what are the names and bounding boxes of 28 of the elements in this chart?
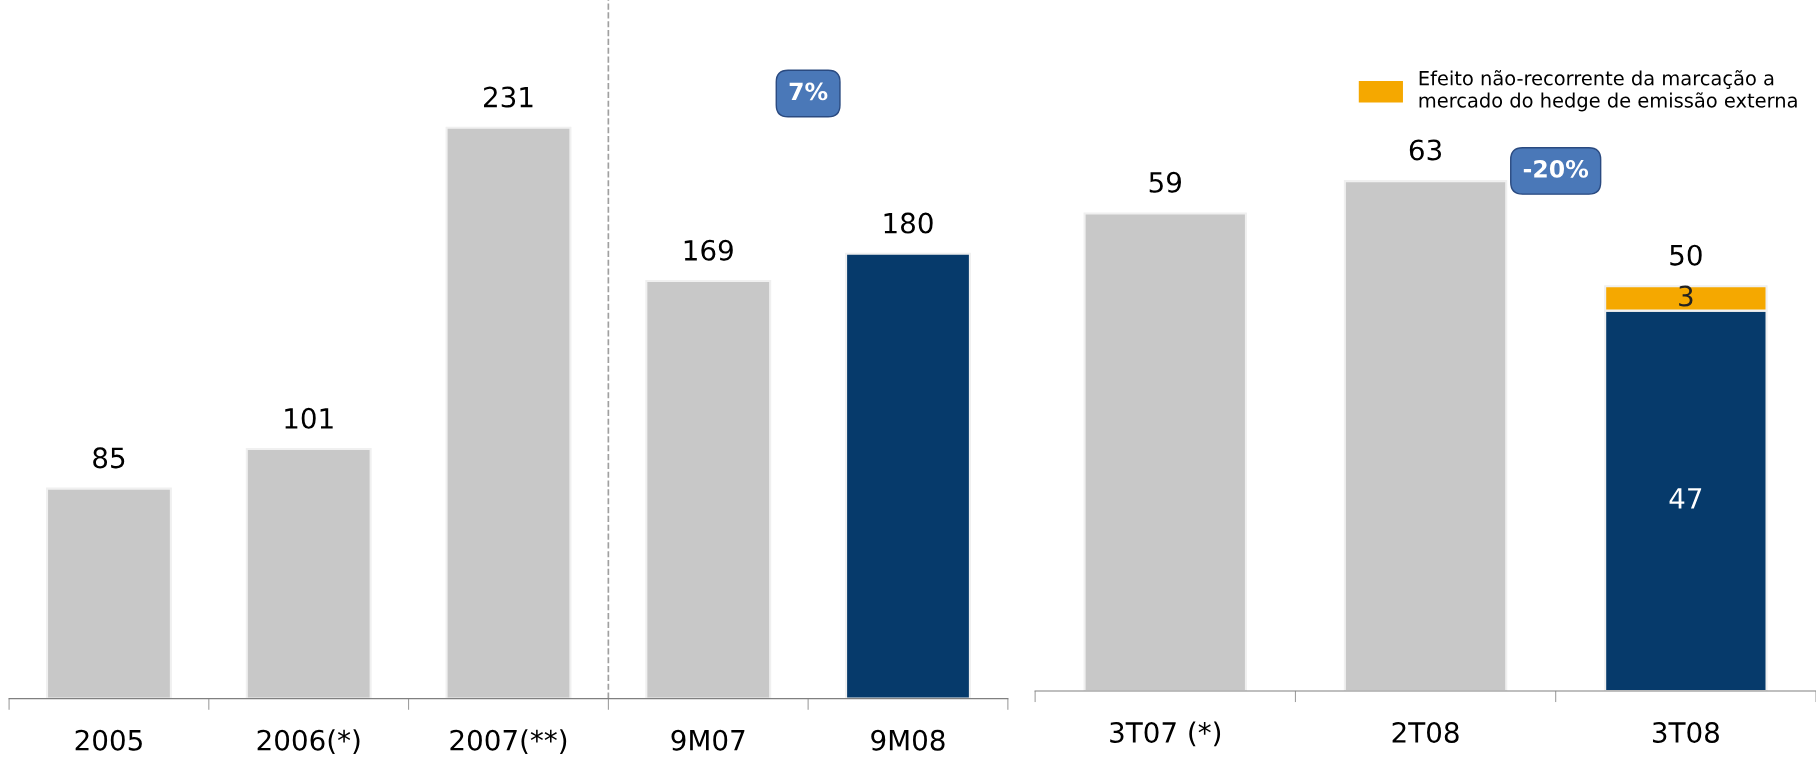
- x-tick-label: 9M07: [671, 729, 745, 751]
- bar: [445, 126, 572, 699]
- x-tick-label: 9M08: [871, 729, 945, 751]
- data-label: 47: [1669, 488, 1702, 509]
- data-label: 180: [884, 212, 933, 234]
- data-label: 231: [484, 86, 533, 108]
- x-tick-label: 3T07 (*): [1110, 721, 1221, 747]
- total-label: 50: [1670, 244, 1702, 266]
- x-tick-label: 2006(*): [257, 729, 360, 754]
- bar: [45, 487, 172, 699]
- data-label: 3: [1679, 285, 1693, 307]
- x-tick-label: 3T08: [1652, 721, 1719, 743]
- total-label: 59: [1149, 171, 1181, 193]
- data-label: 169: [684, 239, 733, 261]
- bar: [845, 252, 971, 699]
- x-tick-label: 2T08: [1392, 721, 1459, 743]
- data-label: 101: [285, 407, 333, 429]
- x-tick-label: 2005: [75, 729, 142, 751]
- bar: [245, 448, 372, 699]
- x-tick-label: 2007(**): [450, 729, 567, 754]
- bar: [645, 279, 772, 699]
- bar: [1343, 180, 1508, 691]
- text: 7%: [789, 82, 828, 101]
- legend-label: Efeito não-recorrente da marcação a mercado do hedge de emissão externa: [1419, 70, 1797, 112]
- text: -20%: [1523, 159, 1589, 178]
- total-label: 63: [1409, 139, 1442, 161]
- bar: [1083, 212, 1247, 691]
- data-label: 85: [93, 447, 125, 469]
